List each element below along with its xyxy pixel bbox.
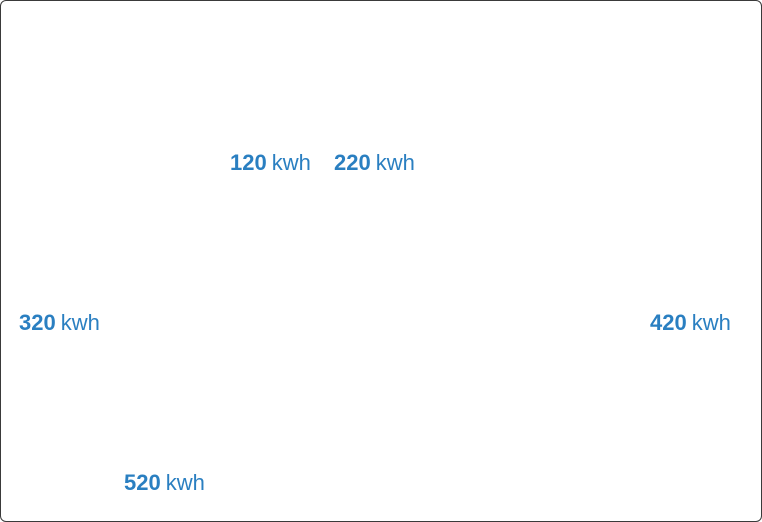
reading-value: 520 xyxy=(124,470,161,495)
reading-value: 220 xyxy=(334,150,371,175)
reading-value: 420 xyxy=(650,310,687,335)
reading-unit: kwh xyxy=(375,150,415,175)
reading-unit: kwh xyxy=(60,310,100,335)
energy-reading-120: 120 kwh xyxy=(230,150,311,176)
reading-value: 120 xyxy=(230,150,267,175)
reading-unit: kwh xyxy=(691,310,731,335)
reading-unit: kwh xyxy=(165,470,205,495)
energy-reading-320: 320 kwh xyxy=(19,310,100,336)
energy-reading-220: 220 kwh xyxy=(334,150,415,176)
reading-unit: kwh xyxy=(271,150,311,175)
energy-reading-520: 520 kwh xyxy=(124,470,205,496)
reading-value: 320 xyxy=(19,310,56,335)
energy-reading-420: 420 kwh xyxy=(650,310,731,336)
